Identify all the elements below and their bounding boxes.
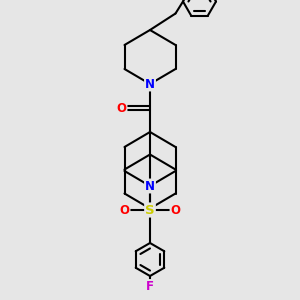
Text: F: F	[146, 280, 154, 293]
Text: S: S	[145, 203, 155, 217]
Text: O: O	[116, 101, 127, 115]
Text: O: O	[170, 203, 181, 217]
Text: N: N	[145, 77, 155, 91]
Text: N: N	[145, 179, 155, 193]
Text: O: O	[119, 203, 130, 217]
